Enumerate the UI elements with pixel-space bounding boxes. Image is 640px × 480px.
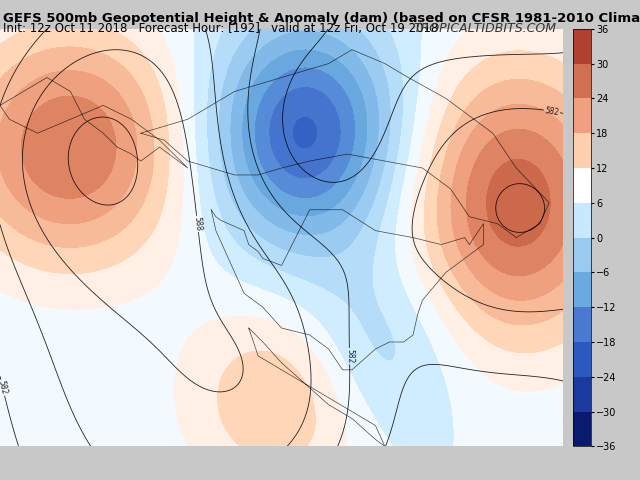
Text: TROPICALTIDBITS.COM: TROPICALTIDBITS.COM [414, 22, 557, 35]
Text: 582: 582 [544, 106, 560, 117]
Text: GEFS 500mb Geopotential Height & Anomaly (dam) (based on CFSR 1981-2010 Climatol: GEFS 500mb Geopotential Height & Anomaly… [3, 12, 640, 25]
Text: Init: 12z Oct 11 2018   Forecast Hour: [192]   valid at 12z Fri, Oct 19 2018: Init: 12z Oct 11 2018 Forecast Hour: [19… [3, 22, 438, 35]
Text: 588: 588 [192, 216, 203, 232]
Text: 582: 582 [0, 380, 9, 396]
Text: 582: 582 [345, 349, 354, 363]
